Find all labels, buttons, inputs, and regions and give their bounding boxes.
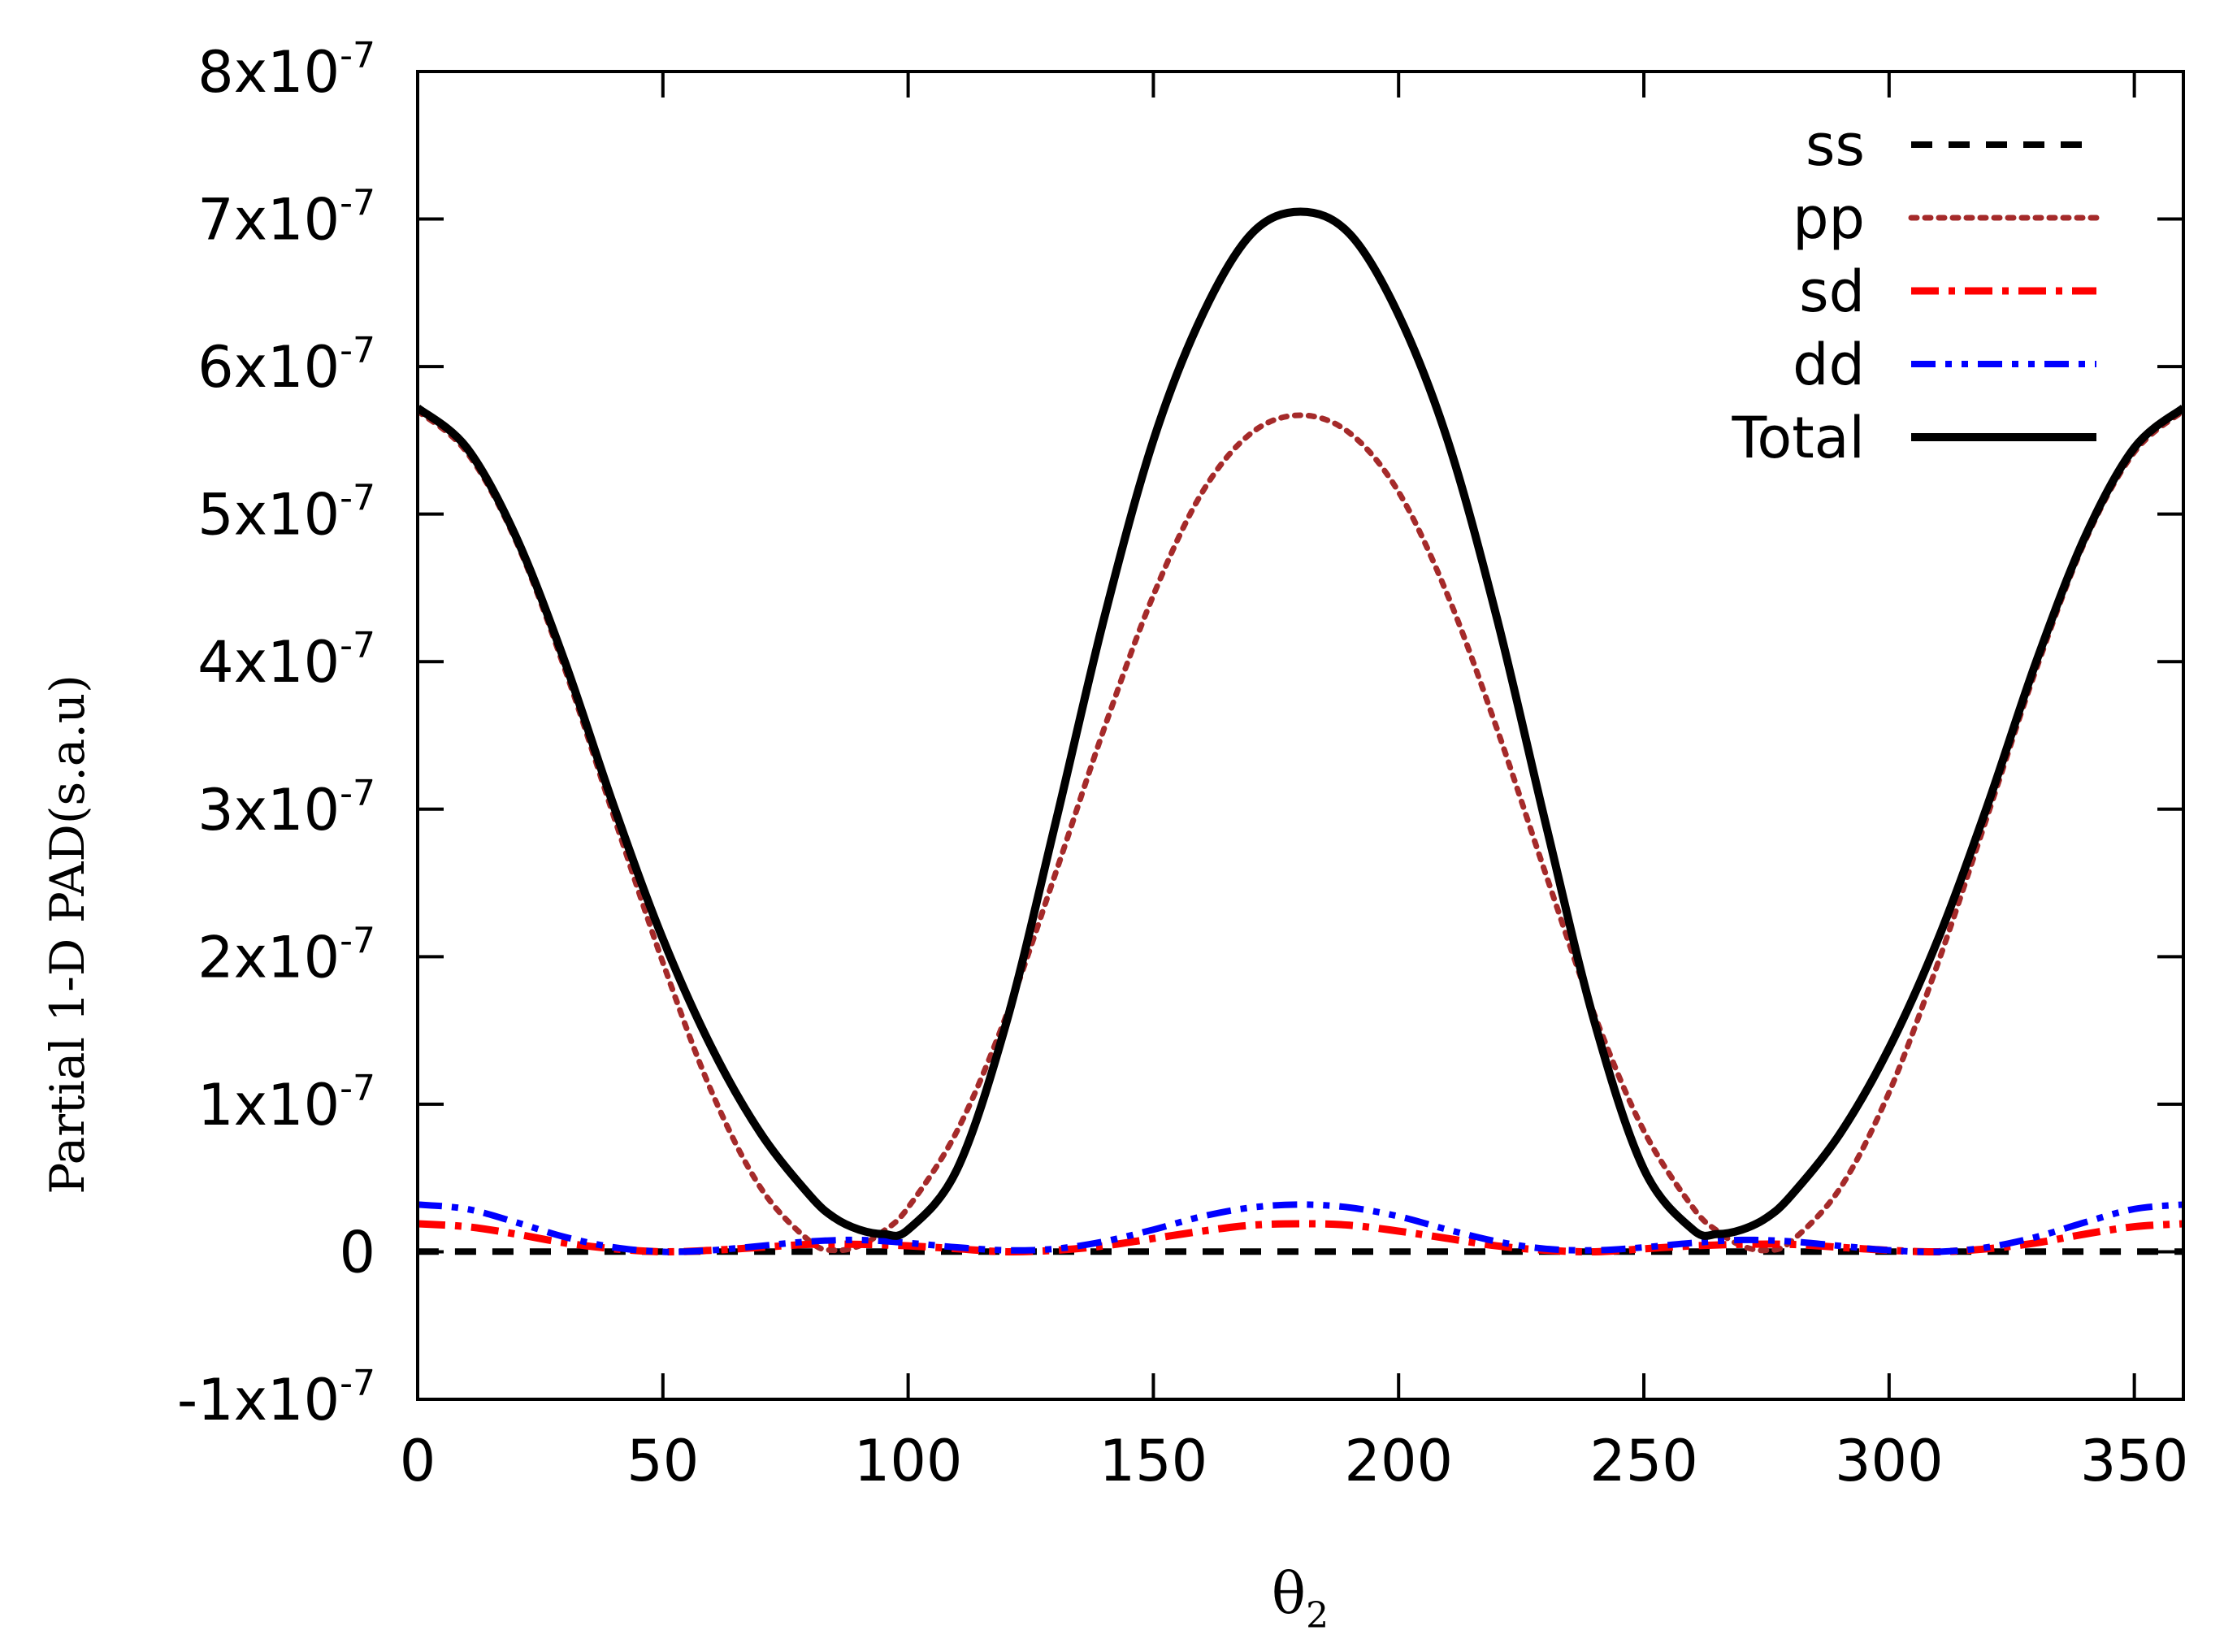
y-tick-label: 3x10-7 [197, 773, 375, 843]
y-tick-label: 2x10-7 [197, 920, 375, 991]
y-tick-exponent: -7 [340, 330, 375, 371]
legend-label-dd: dd [1793, 332, 1865, 398]
plot-frame [416, 70, 2185, 1401]
y-tick-mantissa: -1x10 [177, 1367, 340, 1433]
y-tick-label: 7x10-7 [197, 183, 375, 254]
y-tick-label: 0 [339, 1219, 375, 1286]
x-tick-label: 300 [1835, 1428, 1944, 1494]
x-axis-label: θ2 [1272, 1560, 1329, 1637]
legend-label-ss: ss [1806, 112, 1865, 179]
ticks-layer [416, 70, 2183, 1401]
y-tick-label: -1x10-7 [177, 1363, 375, 1433]
y-tick-label: 1x10-7 [197, 1068, 375, 1138]
y-tick-label: 4x10-7 [197, 625, 375, 696]
x-tick-label: 150 [1099, 1428, 1208, 1494]
y-tick-exponent: -7 [340, 920, 375, 961]
y-tick-label: 5x10-7 [197, 478, 375, 548]
x-tick-labels: 0 50 100 150 200 250 300 350 [400, 1428, 2189, 1494]
x-tick-label: 0 [400, 1428, 436, 1494]
y-axis-label: Partial 1-D PAD(s.a.u) [40, 674, 95, 1195]
y-tick-mantissa: 7x10 [197, 187, 340, 254]
x-tick-label: 100 [854, 1428, 963, 1494]
series-line-dd [418, 1201, 2183, 1255]
y-tick-exponent: -7 [340, 773, 375, 814]
y-tick-mantissa: 4x10 [197, 629, 340, 696]
x-axis-label-subscript: 2 [1306, 1595, 1329, 1637]
y-tick-mantissa: 3x10 [197, 777, 340, 843]
x-tick-label: 250 [1589, 1428, 1698, 1494]
y-tick-mantissa: 6x10 [197, 334, 340, 401]
y-tick-exponent: -7 [340, 1068, 375, 1109]
y-tick-label: 8x10-7 [197, 35, 375, 106]
x-tick-label: 350 [2080, 1428, 2189, 1494]
legend-label-total: Total [1732, 405, 1865, 471]
x-tick-label: 200 [1344, 1428, 1453, 1494]
y-tick-label: 6x10-7 [197, 330, 375, 401]
legend-label-sd: sd [1799, 258, 1865, 325]
y-tick-mantissa: 1x10 [197, 1072, 340, 1138]
y-tick-mantissa: 8x10 [197, 39, 340, 106]
series-line-pp [418, 408, 2183, 1254]
y-tick-exponent: -7 [340, 478, 375, 519]
x-tick-label: 50 [626, 1428, 699, 1494]
legend-label-pp: pp [1793, 185, 1865, 252]
y-tick-mantissa: 5x10 [197, 482, 340, 548]
y-tick-exponent: -7 [340, 1363, 375, 1404]
y-tick-mantissa: 2x10 [197, 924, 340, 991]
series-line-sd [418, 1220, 2183, 1256]
series-layer [418, 207, 2183, 1256]
series-line-total [418, 207, 2183, 1240]
y-tick-labels: -1x10-701x10-72x10-73x10-74x10-75x10-76x… [177, 35, 375, 1433]
y-tick-exponent: -7 [340, 35, 375, 76]
y-tick-mantissa: 0 [339, 1219, 375, 1286]
x-axis-label-symbol: θ [1272, 1560, 1306, 1627]
y-tick-exponent: -7 [340, 625, 375, 666]
y-tick-exponent: -7 [340, 183, 375, 224]
